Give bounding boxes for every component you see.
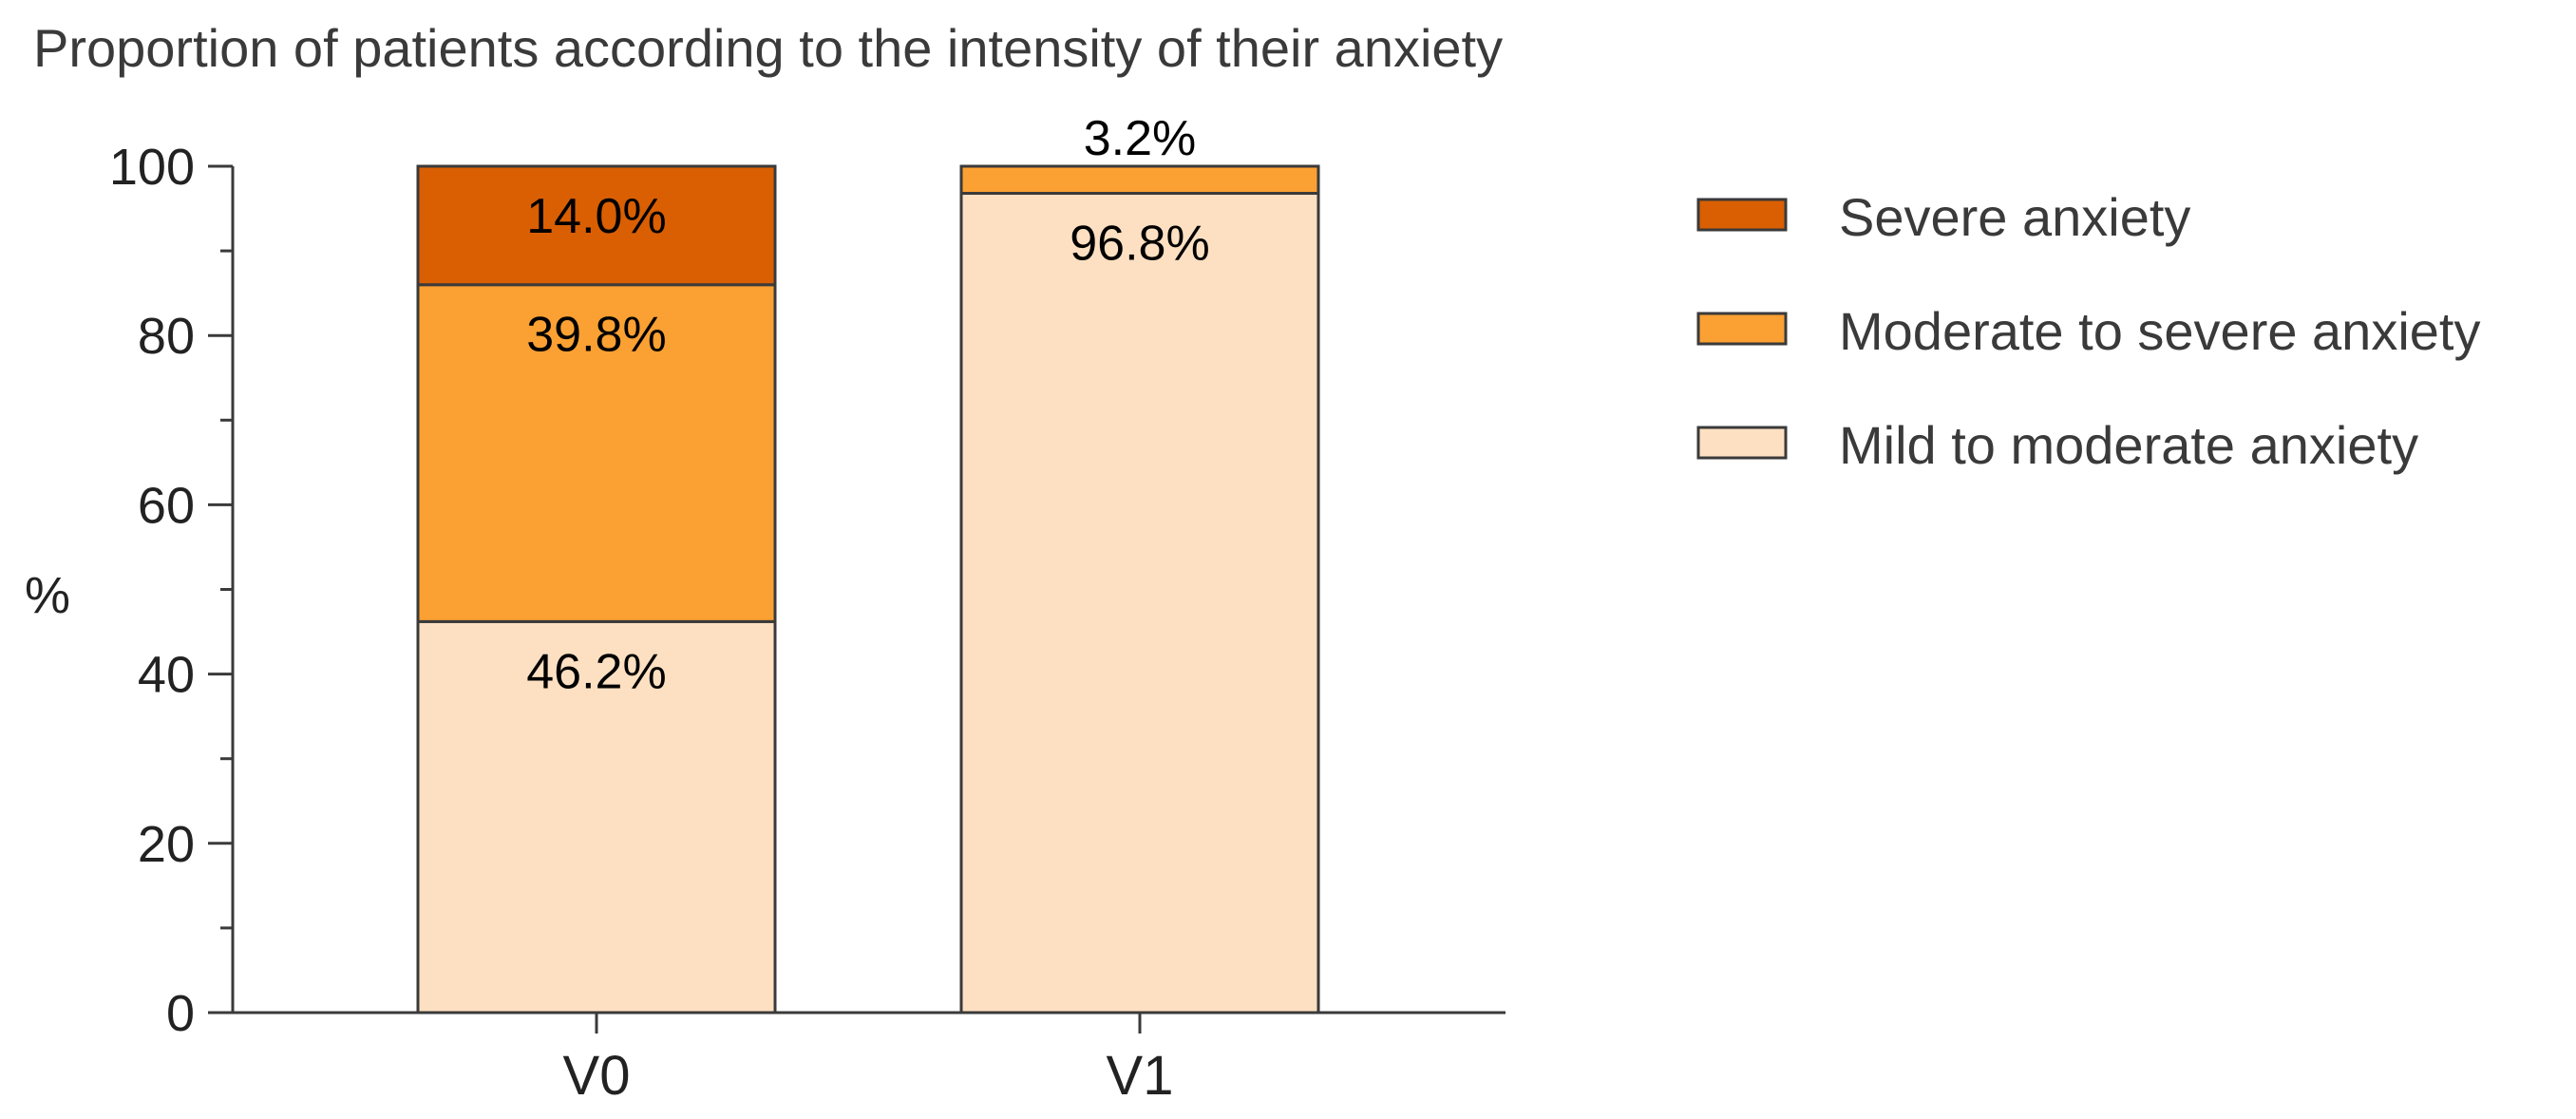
y-tick-label-4: 80	[138, 308, 195, 365]
x-tick-label-v0: V0	[563, 1045, 631, 1107]
data-label-v1-1: 3.2%	[1084, 111, 1197, 166]
legend-swatch-2	[1696, 198, 1788, 232]
bar-segment-v1-0	[959, 192, 1320, 1015]
y-tick-label-5: 100	[109, 139, 195, 196]
legend-swatch-1	[1696, 312, 1788, 346]
y-tick-label-1: 20	[138, 816, 195, 873]
data-label-v1-0: 96.8%	[1070, 217, 1209, 272]
legend-label-2: Severe anxiety	[1839, 187, 2190, 247]
legend-swatch-0	[1696, 426, 1788, 460]
data-label-v0-1: 39.8%	[526, 308, 666, 363]
bar-segment-v0-2	[416, 164, 777, 287]
chart-title: Proportion of patients according to the …	[33, 18, 1503, 78]
y-axis-label: %	[25, 567, 70, 624]
y-tick-label-0: 0	[166, 985, 195, 1042]
data-label-v0-0: 46.2%	[526, 644, 666, 699]
bar-segment-v0-1	[416, 283, 777, 623]
x-tick-label-v1: V1	[1107, 1045, 1174, 1107]
y-tick-label-2: 40	[138, 647, 195, 704]
legend: Severe anxiety Moderate to severe anxiety…	[1696, 187, 2480, 475]
plot-area: 46.2% 39.8% 14.0% 96.8% 3.2% 0 20 40 60 80 100 V0 V1	[109, 111, 1506, 1107]
bar-segment-v1-1	[959, 164, 1320, 196]
data-label-v0-2: 14.0%	[526, 189, 666, 244]
y-tick-label-3: 60	[138, 477, 195, 534]
bar-segment-v0-0	[416, 619, 777, 1015]
legend-label-1: Moderate to severe anxiety	[1839, 301, 2480, 361]
legend-label-0: Mild to moderate anxiety	[1839, 415, 2418, 475]
